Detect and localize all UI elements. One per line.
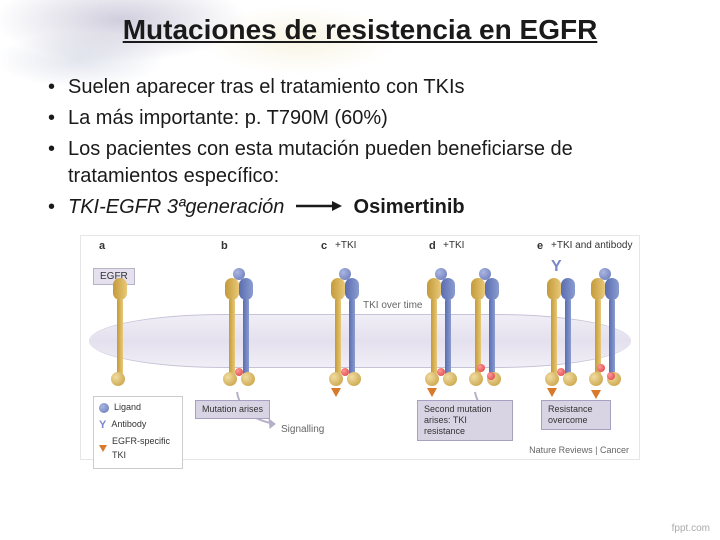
legend-tki-label: EGFR-specific TKI <box>112 435 177 462</box>
legend-tki-icon <box>99 445 107 452</box>
legend-antibody-icon: Y <box>99 417 106 434</box>
bullet-1: Suelen aparecer tras el tratamiento con … <box>48 74 680 101</box>
callout-resistance: Resistance overcome <box>541 400 611 430</box>
bullet-3: Los pacientes con esta mutación pueden b… <box>48 136 680 190</box>
slide-title: Mutaciones de resistencia en EGFR <box>0 0 720 46</box>
arrow-icon <box>296 194 342 221</box>
egfr-diagram: a b c +TKI d +TKI e +TKI and antibody EG… <box>80 235 640 460</box>
bullet-2: La más importante: p. T790M (60%) <box>48 105 680 132</box>
callout-tki-time: TKI over time <box>363 300 422 311</box>
tki-icon <box>331 388 341 397</box>
bullet-1-text: Suelen aparecer tras el tratamiento con … <box>68 76 465 98</box>
bullet-4: TKI-EGFR 3ªgeneración Osimertinib <box>48 194 680 221</box>
legend-ligand-label: Ligand <box>114 401 141 415</box>
membrane <box>89 314 631 368</box>
panel-d-label: d <box>429 240 436 252</box>
diagram-legend: Ligand Y Antibody EGFR-specific TKI <box>93 396 183 469</box>
callout-mutation: Mutation arises <box>195 400 270 419</box>
bullet-3-text: Los pacientes con esta mutación pueden b… <box>68 138 573 187</box>
panel-e-sub: +TKI and antibody <box>551 240 632 251</box>
callout-second-mutation: Second mutation arises: TKI resistance <box>417 400 513 440</box>
footer-logo: fppt.com <box>672 523 710 534</box>
panel-d-sub: +TKI <box>443 240 464 251</box>
panel-c-label: c <box>321 240 327 252</box>
panel-e-label: e <box>537 240 543 252</box>
signalling-label: Signalling <box>281 424 324 435</box>
diagram-credit: Nature Reviews | Cancer <box>529 445 629 455</box>
legend-antibody-label: Antibody <box>111 418 146 432</box>
panel-b-label: b <box>221 240 228 252</box>
panel-a-label: a <box>99 240 105 252</box>
bullet-list: Suelen aparecer tras el tratamiento con … <box>48 74 680 221</box>
bullet-2-text: La más importante: p. T790M (60%) <box>68 107 388 129</box>
bullet-4-right: Osimertinib <box>354 196 465 218</box>
antibody-icon: Y <box>551 258 562 276</box>
panel-c-sub: +TKI <box>335 240 356 251</box>
bullet-4-left: TKI-EGFR 3ªgeneración <box>68 196 284 218</box>
legend-ligand-icon <box>99 403 109 413</box>
